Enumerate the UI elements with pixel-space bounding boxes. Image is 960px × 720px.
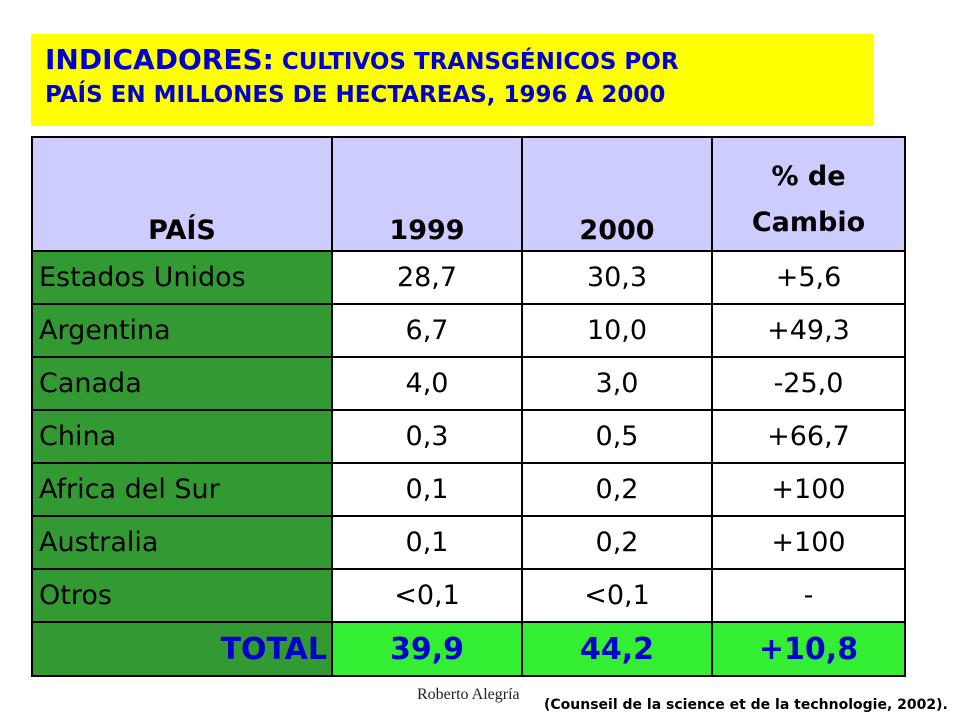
- country-cell: Africa del Sur: [31, 462, 333, 517]
- country-cell: Estados Unidos: [31, 250, 333, 305]
- value-1999-cell: 6,7: [331, 303, 523, 358]
- change-cell: +100: [711, 462, 906, 517]
- table-row: Estados Unidos 28,7 30,3 +5,6: [31, 250, 906, 305]
- header-change: % de Cambio: [711, 136, 906, 252]
- value-2000-cell: 44,2: [521, 621, 713, 677]
- change-cell: +49,3: [711, 303, 906, 358]
- total-row: TOTAL 39,9 44,2 +10,8: [31, 621, 906, 677]
- table-row: Canada 4,0 3,0 -25,0: [31, 356, 906, 411]
- country-cell: Australia: [31, 515, 333, 570]
- header-change-line2: Cambio: [751, 207, 866, 238]
- value-1999-cell: 4,0: [331, 356, 523, 411]
- value-1999-cell: <0,1: [331, 568, 523, 623]
- table-row: Africa del Sur 0,1 0,2 +100: [31, 462, 906, 517]
- header-2000: 2000: [521, 136, 713, 252]
- value-2000-cell: 30,3: [521, 250, 713, 305]
- title-banner: INDICADORES: CULTIVOS TRANSGÉNICOS POR P…: [31, 34, 874, 126]
- country-cell: China: [31, 409, 333, 464]
- value-1999-cell: 0,3: [331, 409, 523, 464]
- value-2000-cell: 3,0: [521, 356, 713, 411]
- country-cell: TOTAL: [31, 621, 333, 677]
- table-body: Estados Unidos 28,7 30,3 +5,6 Argentina 6,7 10…: [31, 250, 906, 677]
- author-credit: Roberto Alegría: [417, 686, 520, 703]
- table-row: Australia 0,1 0,2 +100: [31, 515, 906, 570]
- data-table: PAÍS 1999 2000 % de Cambio Estados Unidos…: [31, 136, 906, 677]
- value-2000-cell: 0,2: [521, 462, 713, 517]
- title-rest: CULTIVOS TRANSGÉNICOS POR: [273, 49, 679, 75]
- header-1999: 1999: [331, 136, 523, 252]
- country-cell: Otros: [31, 568, 333, 623]
- change-cell: +66,7: [711, 409, 906, 464]
- table-row: Argentina 6,7 10,0 +49,3: [31, 303, 906, 358]
- title-line-2: PAÍS EN MILLONES DE HECTAREAS, 1996 A 20…: [45, 82, 666, 108]
- change-cell: +100: [711, 515, 906, 570]
- title-lead: INDICADORES:: [45, 43, 274, 76]
- change-cell: -25,0: [711, 356, 906, 411]
- header-row: PAÍS 1999 2000 % de Cambio: [31, 136, 906, 252]
- value-2000-cell: 0,5: [521, 409, 713, 464]
- title-line-1: INDICADORES: CULTIVOS TRANSGÉNICOS POR: [45, 44, 874, 78]
- change-cell: -: [711, 568, 906, 623]
- table-row: Otros <0,1 <0,1-: [31, 568, 906, 623]
- header-change-line1: % de: [771, 161, 846, 192]
- change-cell: +5,6: [711, 250, 906, 305]
- country-cell: Argentina: [31, 303, 333, 358]
- country-cell: Canada: [31, 356, 333, 411]
- value-1999-cell: 39,9: [331, 621, 523, 677]
- header-country: PAÍS: [31, 136, 333, 252]
- value-2000-cell: 0,2: [521, 515, 713, 570]
- table-row: China 0,3 0,5 +66,7: [31, 409, 906, 464]
- value-1999-cell: 0,1: [331, 462, 523, 517]
- value-1999-cell: 28,7: [331, 250, 523, 305]
- value-2000-cell: <0,1: [521, 568, 713, 623]
- value-2000-cell: 10,0: [521, 303, 713, 358]
- value-1999-cell: 0,1: [331, 515, 523, 570]
- source-citation: (Counseil de la science et de la technol…: [544, 697, 948, 713]
- change-cell: +10,8: [711, 621, 906, 677]
